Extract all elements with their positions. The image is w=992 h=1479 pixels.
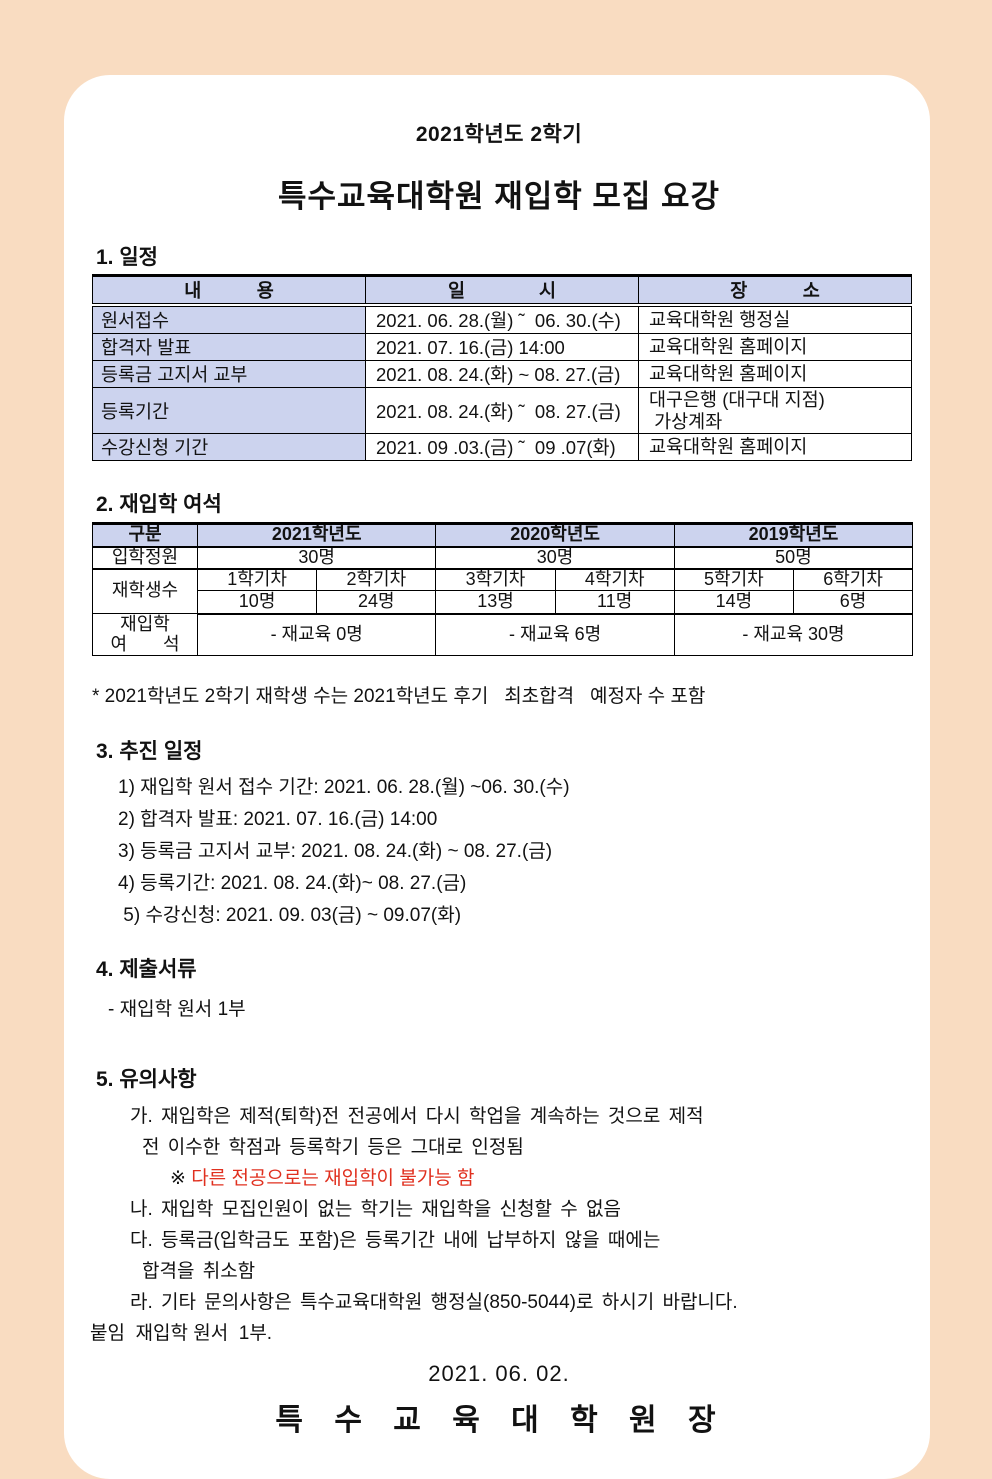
notice-warning-text: 다른 전공으로는 재입학이 불가능 함 bbox=[191, 1168, 475, 1189]
plan-item: 1) 재입학 원서 접수 기간: 2021. 06. 28.(월) ~06. 3… bbox=[118, 777, 570, 798]
notice-item-ra: 라. 기타 문의사항은 특수교육대학원 행정실(850-5044)로 하시기 바… bbox=[130, 1292, 738, 1313]
table-row: 원서접수 2021. 06. 28.(월) ˜ 06. 30.(수) 교육대학원… bbox=[92, 304, 912, 334]
schedule-col-when: 일 시 bbox=[365, 274, 639, 307]
schedule-item-cell: 합격자 발표 bbox=[92, 333, 366, 361]
vacancy-2020: - 재교육 6명 bbox=[435, 613, 675, 656]
schedule-when-cell: 2021. 08. 24.(화) ~ 08. 27.(금) bbox=[365, 360, 639, 388]
schedule-col-item: 내 용 bbox=[92, 274, 366, 307]
notice-item-ga-cont: 전 이수한 학점과 등록학기 등은 그대로 인정됨 bbox=[142, 1137, 524, 1158]
vacancy-label: 재입학 여 석 bbox=[92, 613, 198, 656]
schedule-when-cell: 2021. 09 .03.(금) ˜ 09 .07(화) bbox=[365, 433, 639, 461]
schedule-heading: 1. 일정 bbox=[96, 246, 158, 269]
plan-item: 4) 등록기간: 2021. 08. 24.(화)~ 08. 27.(금) bbox=[118, 873, 467, 894]
quota-2020: 30명 bbox=[435, 546, 675, 570]
seats-year-2021: 2021학년도 bbox=[196, 522, 437, 548]
schedule-when-cell: 2021. 07. 16.(금) 14:00 bbox=[365, 333, 639, 361]
seats-col-header: 구분 bbox=[92, 522, 198, 548]
attachment-line: 붙임 재입학 원서 1부. bbox=[90, 1323, 273, 1344]
table-row: 수강신청 기간 2021. 09 .03.(금) ˜ 09 .07(화) 교육대… bbox=[92, 433, 912, 461]
semester-cell: 4학기차 bbox=[554, 568, 675, 591]
schedule-item-cell: 등록기간 bbox=[92, 387, 366, 434]
count-cell: 13명 bbox=[435, 590, 556, 615]
schedule-col-where: 장 소 bbox=[638, 274, 912, 307]
schedule-where-cell: 교육대학원 홈페이지 bbox=[638, 433, 912, 461]
table-row: 합격자 발표 2021. 07. 16.(금) 14:00 교육대학원 홈페이지 bbox=[92, 333, 912, 361]
vacancy-2019: - 재교육 30명 bbox=[673, 613, 914, 656]
count-cell: 14명 bbox=[673, 590, 794, 615]
table-row: 등록기간 2021. 08. 24.(화) ˜ 08. 27.(금) 대구은행 … bbox=[92, 387, 912, 434]
schedule-when-cell: 2021. 08. 24.(화) ˜ 08. 27.(금) bbox=[365, 387, 639, 434]
table-row: 10명 24명 13명 11명 14명 6명 bbox=[93, 590, 914, 615]
schedule-item-cell: 수강신청 기간 bbox=[92, 433, 366, 461]
count-cell: 24명 bbox=[316, 590, 437, 615]
schedule-where-cell: 대구은행 (대구대 지점) 가상계좌 bbox=[638, 387, 912, 434]
term-line: 2021학년도 2학기 bbox=[415, 123, 583, 146]
schedule-item-cell: 원서접수 bbox=[92, 304, 366, 334]
notices-list: 가. 재입학은 제적(퇴학)전 전공에서 다시 학업을 계속하는 것으로 제적 … bbox=[90, 1101, 908, 1349]
notice-item-da: 다. 등록금(입학금도 포함)은 등록기간 내에 납부하지 않을 때에는 bbox=[130, 1230, 661, 1251]
semester-cell: 3학기차 bbox=[435, 568, 556, 591]
schedule-table: 내 용 일 시 장 소 원서접수 2021. 06. 28.(월) ˜ 06. … bbox=[92, 274, 912, 461]
schedule-item-cell: 등록금 고지서 교부 bbox=[92, 360, 366, 388]
documents-item: - 재입학 원서 1부 bbox=[108, 999, 246, 1020]
quota-2021: 30명 bbox=[196, 546, 437, 570]
schedule-where-cell: 교육대학원 홈페이지 bbox=[638, 333, 912, 361]
schedule-header-row: 내 용 일 시 장 소 bbox=[92, 274, 912, 307]
enrolled-label: 재학생수 bbox=[92, 568, 198, 614]
issue-date: 2021. 06. 02. bbox=[428, 1361, 570, 1386]
notices-heading: 5. 유의사항 bbox=[96, 1068, 197, 1091]
schedule-where-cell: 교육대학원 홈페이지 bbox=[638, 360, 912, 388]
signature: 특 수 교 육 대 학 원 장 bbox=[275, 1404, 723, 1437]
semester-cell: 6학기차 bbox=[792, 568, 914, 591]
count-cell: 10명 bbox=[196, 590, 318, 615]
reference-mark: ※ bbox=[170, 1168, 192, 1189]
seats-heading: 2. 재입학 여석 bbox=[96, 493, 222, 516]
table-row: 등록금 고지서 교부 2021. 08. 24.(화) ~ 08. 27.(금)… bbox=[92, 360, 912, 388]
semester-cell: 5학기차 bbox=[673, 568, 794, 591]
document-title: 특수교육대학원 재입학 모집 요강 bbox=[277, 179, 721, 214]
documents-heading: 4. 제출서류 bbox=[96, 958, 197, 981]
quota-2019: 50명 bbox=[673, 546, 914, 570]
seats-note: * 2021학년도 2학기 재학생 수는 2021학년도 후기 최초합격 예정자… bbox=[92, 686, 706, 707]
table-row: 입학정원 30명 30명 50명 bbox=[92, 546, 914, 570]
table-row: 재입학 여 석 - 재교육 0명 - 재교육 6명 - 재교육 30명 bbox=[92, 613, 914, 656]
plan-item: 2) 합격자 발표: 2021. 07. 16.(금) 14:00 bbox=[118, 809, 438, 830]
schedule-where-cell: 교육대학원 행정실 bbox=[638, 304, 912, 334]
notice-item-da-cont: 합격을 취소함 bbox=[142, 1261, 256, 1282]
quota-label: 입학정원 bbox=[92, 546, 198, 570]
seats-year-2019: 2019학년도 bbox=[673, 522, 914, 548]
vacancy-2021: - 재교육 0명 bbox=[196, 613, 437, 656]
document-card: 2021학년도 2학기 특수교육대학원 재입학 모집 요강 1. 일정 내 용 … bbox=[64, 75, 930, 1479]
page-background: 2021학년도 2학기 특수교육대학원 재입학 모집 요강 1. 일정 내 용 … bbox=[0, 75, 992, 1479]
seats-year-2020: 2020학년도 bbox=[435, 522, 675, 548]
semester-cell: 2학기차 bbox=[316, 568, 437, 591]
plan-list: 1) 재입학 원서 접수 기간: 2021. 06. 28.(월) ~06. 3… bbox=[90, 772, 908, 932]
seats-header-row: 구분 2021학년도 2020학년도 2019학년도 bbox=[92, 522, 914, 548]
table-row: 재학생수 1학기차 2학기차 3학기차 4학기차 5학기차 6학기차 bbox=[92, 568, 914, 614]
plan-item: 5) 수강신청: 2021. 09. 03(금) ~ 09.07(화) bbox=[118, 905, 462, 926]
schedule-when-cell: 2021. 06. 28.(월) ˜ 06. 30.(수) bbox=[365, 304, 639, 334]
notice-warning: ※ 다른 전공으로는 재입학이 불가능 함 bbox=[170, 1163, 908, 1194]
count-cell: 11명 bbox=[554, 590, 675, 615]
notice-item-ga: 가. 재입학은 제적(퇴학)전 전공에서 다시 학업을 계속하는 것으로 제적 bbox=[130, 1106, 704, 1127]
notice-item-na: 나. 재입학 모집인원이 없는 학기는 재입학을 신청할 수 없음 bbox=[130, 1199, 622, 1220]
count-cell: 6명 bbox=[792, 590, 914, 615]
seats-table: 구분 2021학년도 2020학년도 2019학년도 입학정원 30명 30명 … bbox=[92, 522, 914, 656]
plan-item: 3) 등록금 고지서 교부: 2021. 08. 24.(화) ~ 08. 27… bbox=[118, 841, 553, 862]
plan-heading: 3. 추진 일정 bbox=[96, 740, 203, 763]
semester-cell: 1학기차 bbox=[196, 568, 318, 591]
